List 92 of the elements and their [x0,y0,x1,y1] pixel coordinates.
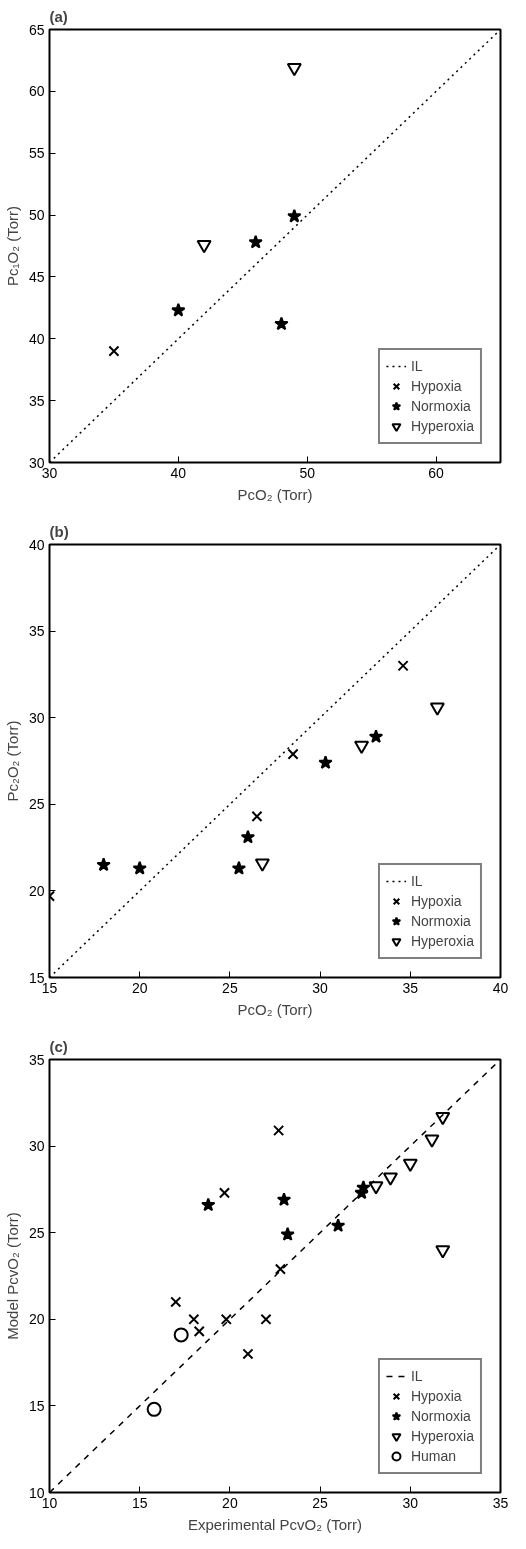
point [382,1172,398,1186]
legend-label: Normoxia [410,398,471,414]
x-tick-label: 25 [222,979,238,996]
point [251,810,263,823]
y-tick-label: 25 [28,1224,45,1241]
point [354,740,370,754]
y-tick-label: 20 [28,882,45,899]
point [132,860,147,875]
x-tick-label: 60 [428,464,445,481]
point [280,1226,295,1241]
y-axis-title: Model PcvO₂ (Torr) [3,1212,21,1340]
point [196,240,212,254]
x-tick-label: 30 [312,979,329,996]
point [397,660,409,672]
y-tick-label: 45 [28,268,45,285]
x-tick-label: 30 [402,1494,419,1511]
point [287,208,302,223]
y-tick-label: 30 [28,709,45,726]
y-tick-label: 15 [28,1397,45,1414]
x-axis-title: PcO₂ (Torr) [237,485,313,503]
x-axis-title: Experimental PcvO₂ (Torr) [187,1515,363,1533]
legend-label: Hypoxia [410,893,462,909]
x-tick-label: 20 [222,1494,238,1511]
point [220,1313,232,1325]
point [435,1245,451,1259]
legend-label: IL [410,873,424,889]
x-tick-label: 40 [492,979,509,996]
legend-label: IL [410,358,424,374]
y-tick-label: 30 [28,1138,45,1155]
point [318,755,333,769]
legend-label: IL [410,1368,424,1384]
x-tick-label: 25 [312,1494,329,1511]
x-tick-label: 35 [492,1494,509,1511]
y-tick-label: 35 [28,623,45,640]
x-tick-label: 35 [402,979,419,996]
point [173,1327,189,1343]
point [108,345,120,357]
legend-label: Hyperoxia [410,418,474,434]
y-tick-label: 50 [28,207,45,224]
chart-title: (c) [49,1037,68,1055]
y-tick-label: 65 [28,21,45,38]
legend-label: Normoxia [410,1408,471,1424]
point [368,1181,384,1195]
point [171,302,186,317]
y-tick-label: 25 [28,796,45,813]
point [242,1348,254,1360]
point [260,1313,272,1325]
legend-label: Hyperoxia [410,933,474,949]
point [276,1192,292,1207]
legend-label: Hypoxia [410,378,462,394]
point [368,729,384,744]
y-tick-label: 55 [28,145,45,162]
x-tick-label: 20 [131,979,148,996]
point [287,748,299,760]
y-tick-label: 60 [28,83,45,100]
point [231,860,247,875]
point [273,1124,285,1137]
x-tick-label: 15 [131,1494,148,1511]
point [356,1180,371,1194]
point [96,857,111,872]
y-tick-label: 40 [28,330,45,347]
x-axis-title: PcO₂ (Torr) [237,1000,313,1018]
point [218,1187,231,1199]
point [435,1111,451,1126]
point [201,1197,216,1212]
x-tick-label: 40 [170,464,187,481]
legend-label: Normoxia [410,913,471,929]
point [429,702,445,716]
legend-label: Human [410,1448,457,1464]
point [286,63,302,77]
point [274,1263,287,1275]
point [240,829,256,844]
legend-label: Hyperoxia [410,1428,474,1444]
y-tick-label: 35 [28,392,45,409]
x-tick-label: 50 [299,464,316,481]
chart-title: (a) [49,7,68,25]
point [146,1401,162,1417]
y-tick-label: 20 [28,1311,45,1328]
legend-label: Hypoxia [410,1388,462,1404]
y-tick-label: 35 [28,1051,45,1068]
point [330,1218,346,1233]
point [188,1313,200,1325]
point [193,1325,205,1338]
point [248,234,263,249]
y-tick-label: 40 [28,536,45,553]
point [170,1296,182,1308]
chart-title: (b) [49,522,69,540]
y-axis-title: Pc₂O₂ (Torr) [3,720,21,802]
point [274,316,289,331]
y-axis-title: Pc₁O₂ (Torr) [3,205,21,287]
point [402,1158,418,1172]
point [424,1134,440,1148]
